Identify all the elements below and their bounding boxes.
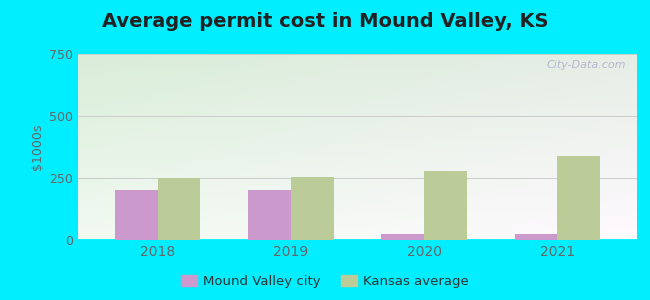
Bar — [515, 234, 557, 240]
Bar — [382, 234, 424, 240]
Text: City-Data.com: City-Data.com — [546, 60, 626, 70]
Bar — [557, 156, 600, 240]
Y-axis label: $1000s: $1000s — [31, 124, 44, 170]
Legend: Mound Valley city, Kansas average: Mound Valley city, Kansas average — [176, 270, 474, 293]
Bar — [291, 177, 333, 240]
Bar — [115, 190, 158, 240]
Bar — [248, 190, 291, 240]
Bar — [424, 171, 467, 240]
Text: Average permit cost in Mound Valley, KS: Average permit cost in Mound Valley, KS — [102, 12, 548, 31]
Bar — [158, 178, 200, 240]
